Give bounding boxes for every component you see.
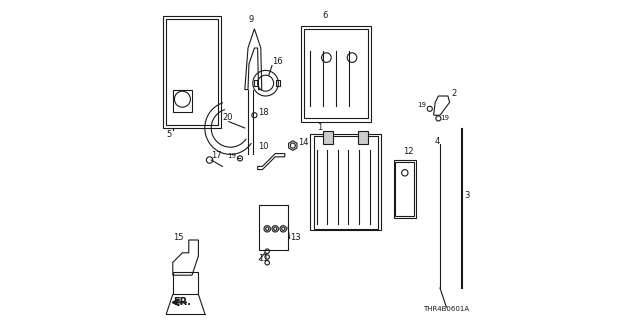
Bar (310, 134, 381, 230)
Bar (173, 272, 198, 294)
Text: 13: 13 (290, 233, 300, 242)
Bar (301, 26, 371, 122)
Bar (314, 136, 378, 229)
Text: 19: 19 (440, 115, 450, 121)
Bar (254, 80, 259, 86)
Text: 15: 15 (173, 233, 183, 242)
Bar (304, 29, 368, 118)
Bar (394, 160, 416, 218)
Text: 19: 19 (227, 153, 236, 159)
Text: 10: 10 (258, 142, 268, 151)
Text: 16: 16 (272, 57, 283, 66)
Bar (163, 16, 221, 128)
Bar (323, 131, 333, 144)
Bar (166, 19, 218, 125)
Text: 18: 18 (258, 108, 268, 117)
Text: 4: 4 (435, 137, 440, 146)
Text: 3: 3 (465, 191, 470, 200)
Text: 11: 11 (258, 254, 268, 263)
Text: 6: 6 (322, 11, 328, 20)
Text: 2: 2 (451, 89, 456, 98)
Text: 1: 1 (317, 123, 322, 132)
Text: 20: 20 (223, 113, 233, 122)
Text: 12: 12 (403, 147, 413, 156)
Bar (396, 162, 415, 216)
Text: 17: 17 (211, 151, 222, 160)
Bar (276, 80, 280, 86)
Text: 9: 9 (248, 15, 254, 24)
Text: 5: 5 (166, 130, 172, 139)
Bar (358, 131, 368, 144)
Text: 19: 19 (417, 102, 426, 108)
Text: THR4B0601A: THR4B0601A (422, 306, 468, 312)
Bar (259, 205, 288, 250)
Text: FR.: FR. (173, 297, 191, 307)
Bar (173, 90, 192, 112)
Text: 14: 14 (298, 138, 308, 147)
